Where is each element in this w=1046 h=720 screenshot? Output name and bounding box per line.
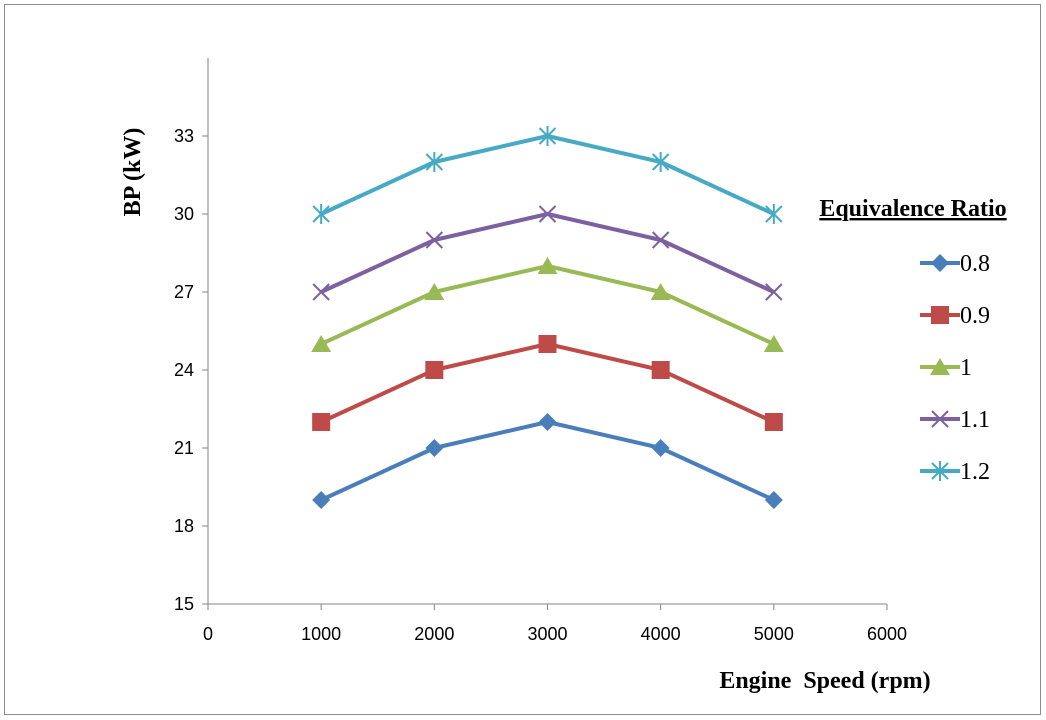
legend-marker (931, 306, 949, 324)
x-tick-label: 5000 (754, 624, 794, 644)
series-1 (311, 257, 784, 352)
legend: Equivalence Ratio 0.8 0.9 1 1.1 1.2 (819, 196, 1006, 485)
series-0-9 (312, 335, 783, 431)
series-line (320, 212, 775, 294)
legend-marker (931, 254, 949, 272)
x-axis-ticks: 0 1000 2000 3000 4000 5000 6000 (203, 604, 907, 644)
data-point (764, 491, 783, 509)
legend-label: 1.1 (960, 407, 990, 433)
series-1-2 (312, 126, 783, 224)
data-point (765, 204, 783, 224)
x-tick-label: 0 (203, 624, 213, 644)
data-point (651, 231, 670, 249)
y-tick-label: 27 (174, 282, 194, 302)
data-point (538, 126, 557, 146)
data-point (651, 439, 670, 457)
x-tick-label: 1000 (301, 624, 341, 644)
y-tick-label: 15 (174, 594, 194, 614)
data-point (425, 361, 444, 379)
y-tick-label: 18 (174, 516, 194, 536)
legend-label: 1 (960, 355, 972, 381)
legend-marker (930, 358, 950, 375)
legend-label: 0.9 (960, 303, 990, 329)
data-point (538, 335, 557, 353)
y-tick-label: 30 (174, 204, 194, 224)
x-tick-label: 3000 (527, 624, 567, 644)
series-1-1 (312, 205, 783, 301)
x-tick-label: 6000 (867, 624, 907, 644)
chart-frame (4, 4, 1041, 715)
series-line (320, 134, 775, 216)
x-tick-label: 2000 (414, 624, 454, 644)
data-point (538, 205, 557, 223)
axes: 15 18 21 24 27 30 33 0 1000 2000 3000 4000 5000 6000 (174, 58, 907, 644)
data-point (312, 491, 331, 509)
series-0-8 (312, 413, 783, 509)
series-line (320, 420, 775, 502)
plot-area (311, 126, 784, 509)
data-point (650, 283, 671, 300)
legend-item: 0.9 (920, 303, 990, 329)
legend-label: 0.8 (960, 251, 990, 277)
x-axis-title: Engine Speed (rpm) (719, 668, 930, 694)
data-point (425, 152, 444, 172)
legend-label: 1.2 (960, 459, 990, 485)
y-tick-label: 33 (174, 126, 194, 146)
legend-items: 0.8 0.9 1 1.1 1.2 (920, 251, 990, 485)
data-point (651, 152, 670, 172)
data-point (764, 413, 783, 431)
legend-item: 1.1 (920, 407, 990, 433)
data-point (763, 335, 784, 352)
legend-marker (931, 461, 949, 481)
series-line (320, 342, 775, 424)
data-point (311, 335, 332, 352)
data-point (651, 361, 670, 379)
data-point (312, 204, 330, 224)
data-point (424, 283, 445, 300)
data-point (312, 283, 330, 301)
legend-item: 1 (920, 355, 972, 381)
data-point (425, 439, 444, 457)
legend-item: 0.8 (920, 251, 990, 277)
data-point (425, 231, 444, 249)
y-axis-title: BP (kW) (120, 128, 146, 217)
legend-title: Equivalence Ratio (819, 196, 1006, 222)
data-point (312, 413, 331, 431)
x-tick-label: 4000 (641, 624, 681, 644)
legend-item: 1.2 (920, 459, 990, 485)
y-axis-ticks: 15 18 21 24 27 30 33 (174, 126, 208, 614)
series-line (320, 264, 775, 346)
data-point (765, 283, 783, 301)
data-point (538, 413, 557, 431)
y-tick-label: 24 (174, 360, 194, 380)
data-point (537, 257, 558, 274)
legend-marker (931, 410, 949, 428)
y-tick-label: 21 (174, 438, 194, 458)
